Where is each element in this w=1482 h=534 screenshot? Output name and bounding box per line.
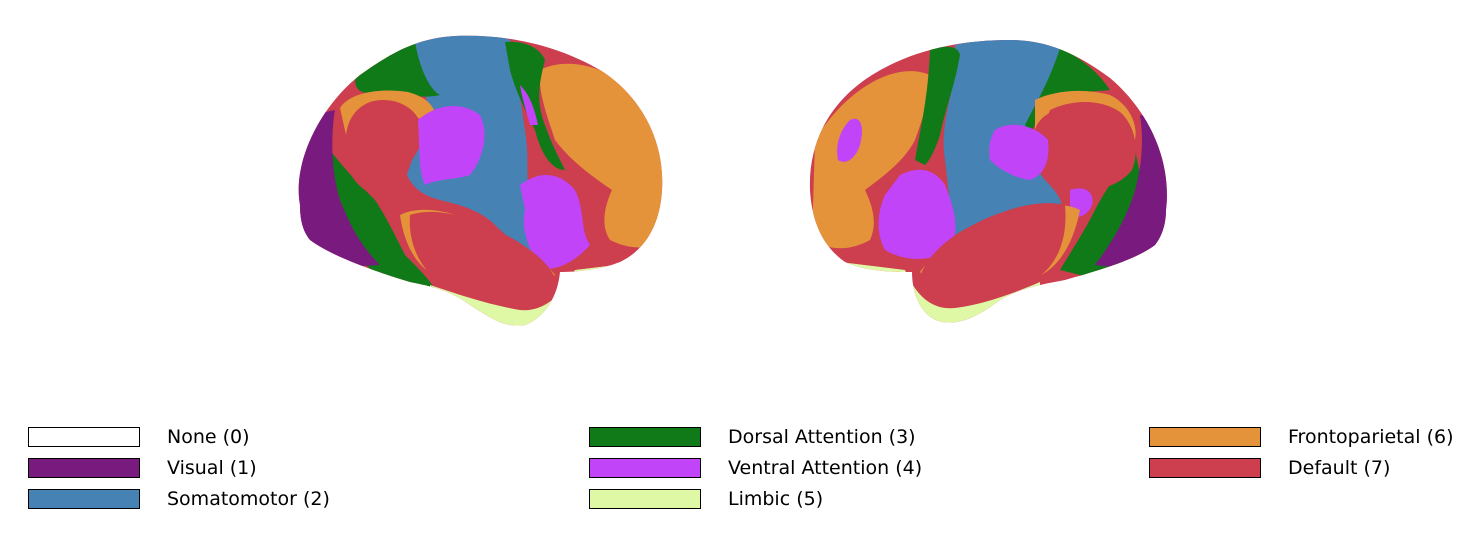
legend-label: Default (7) [1288, 455, 1390, 481]
legend-label: Frontoparietal (6) [1288, 424, 1454, 450]
legend-label: Visual (1) [167, 455, 257, 481]
left-hemisphere [290, 30, 670, 340]
legend-label: Ventral Attention (4) [728, 455, 922, 481]
legend-label: Dorsal Attention (3) [728, 424, 916, 450]
legend-swatch [1149, 427, 1261, 447]
legend-swatch [28, 458, 140, 478]
legend-swatch [589, 489, 701, 509]
brain-surface-figure [0, 0, 1482, 360]
legend-label: Somatomotor (2) [167, 486, 330, 512]
right-hemisphere [800, 30, 1180, 340]
legend-swatch [589, 427, 701, 447]
legend-swatch [28, 489, 140, 509]
legend-swatch [1149, 458, 1261, 478]
legend-label: None (0) [167, 424, 250, 450]
legend-label: Limbic (5) [728, 486, 823, 512]
legend-swatch [589, 458, 701, 478]
legend: None (0) Visual (1) Somatomotor (2) Dors… [0, 422, 1482, 522]
legend-swatch [28, 427, 140, 447]
